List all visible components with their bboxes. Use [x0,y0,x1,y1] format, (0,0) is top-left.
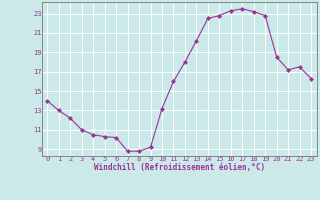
X-axis label: Windchill (Refroidissement éolien,°C): Windchill (Refroidissement éolien,°C) [94,163,265,172]
